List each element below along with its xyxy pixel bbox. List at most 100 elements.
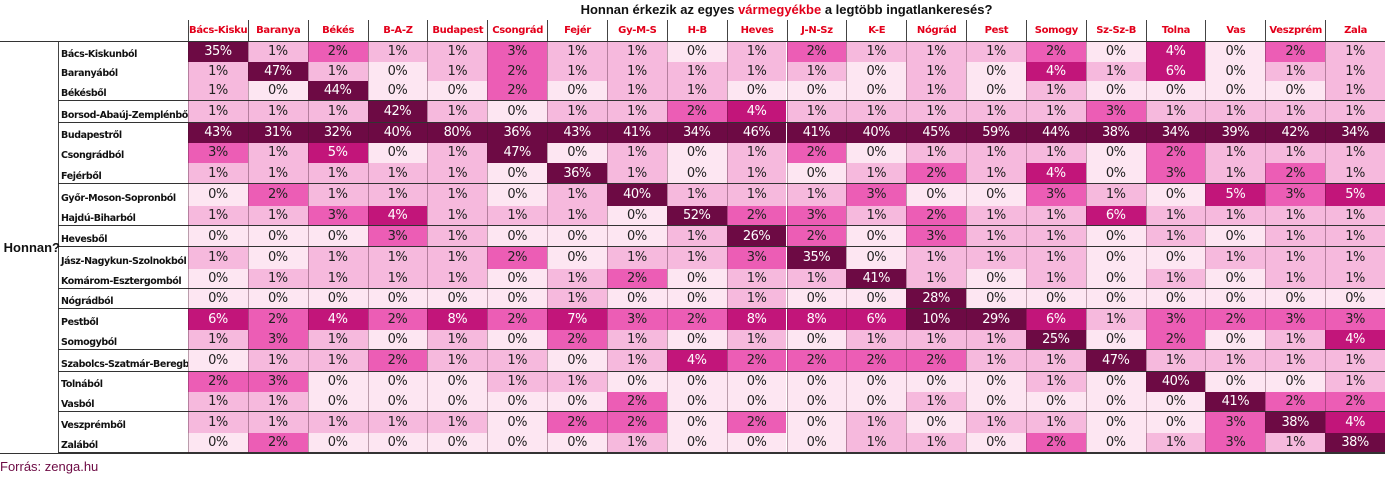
heatmap-cell: 3%	[247, 372, 308, 392]
heatmap-cell: 0%	[1145, 184, 1206, 206]
heatmap-cell: 1%	[188, 247, 248, 269]
heatmap-cell: 0%	[606, 289, 667, 309]
heatmap-cell: 1%	[606, 330, 667, 350]
heatmap-cell: 1%	[188, 62, 248, 81]
row-label: Győr-Moson-Sopronból	[58, 184, 188, 206]
heatmap-cell: 0%	[247, 247, 308, 269]
heatmap-cell: 2%	[487, 81, 548, 101]
heatmap-cell: 1%	[846, 330, 907, 350]
column-header: Pest	[966, 20, 1026, 42]
column-divider	[727, 42, 728, 453]
column-divider	[308, 42, 309, 453]
heatmap-cell: 2%	[846, 350, 907, 372]
heatmap-cell: 32%	[307, 123, 368, 143]
heatmap-cell: 3%	[1265, 309, 1326, 330]
heatmap-cell: 35%	[786, 247, 847, 269]
heatmap-cell: 1%	[427, 42, 488, 62]
heatmap-cell: 1%	[427, 350, 488, 372]
heatmap-cell: 2%	[367, 350, 428, 372]
heatmap-cell: 2%	[1145, 330, 1206, 350]
heatmap-cell: 31%	[247, 123, 308, 143]
heatmap-cell: 1%	[247, 42, 308, 62]
heatmap-cell: 3%	[846, 184, 907, 206]
heatmap-cell: 1%	[427, 163, 488, 184]
heatmap-cell: 2%	[786, 143, 847, 163]
column-header: H-B	[666, 20, 727, 42]
heatmap-cell: 0%	[1085, 81, 1146, 101]
heatmap-cell: 8%	[786, 309, 847, 330]
heatmap-cell: 1%	[606, 350, 667, 372]
column-divider	[1086, 42, 1087, 453]
heatmap-cell: 0%	[726, 392, 787, 412]
heatmap-cell: 1%	[726, 62, 787, 81]
heatmap-cell: 36%	[547, 163, 607, 184]
heatmap-cell: 1%	[247, 412, 308, 433]
heatmap-cell: 1%	[966, 226, 1026, 247]
heatmap-cell: 1%	[606, 247, 667, 269]
heatmap-cell: 0%	[487, 163, 548, 184]
heatmap-cell: 0%	[666, 433, 727, 453]
heatmap-cell: 1%	[726, 289, 787, 309]
heatmap-cell: 2%	[1145, 143, 1206, 163]
heatmap-cell: 0%	[966, 433, 1026, 453]
heatmap-cell: 1%	[307, 350, 368, 372]
row-label: Nógrádból	[58, 289, 188, 309]
heatmap-cell: 1%	[188, 101, 248, 123]
heatmap-cell: 1%	[1325, 247, 1385, 269]
heatmap-cell: 1%	[906, 62, 967, 81]
heatmap-cell: 1%	[666, 247, 727, 269]
heatmap-cell: 1%	[188, 330, 248, 350]
heatmap-cell: 0%	[606, 206, 667, 226]
heatmap-cell: 1%	[188, 392, 248, 412]
heatmap-cell: 0%	[367, 372, 428, 392]
heatmap-cell: 0%	[966, 289, 1026, 309]
heatmap-cell: 1%	[666, 184, 727, 206]
heatmap-cell: 1%	[367, 269, 428, 289]
heatmap-cell: 1%	[666, 226, 727, 247]
column-header: Baranya	[247, 20, 308, 42]
heatmap-cell: 4%	[1325, 412, 1385, 433]
row-label: Borsod-Abaúj-Zemplénből	[58, 101, 188, 123]
heatmap-cell: 0%	[606, 372, 667, 392]
heatmap-cell: 1%	[606, 62, 667, 81]
heatmap-cell: 2%	[726, 412, 787, 433]
heatmap-cell: 0%	[726, 372, 787, 392]
column-header: Heves	[726, 20, 787, 42]
heatmap-cell: 3%	[1025, 184, 1086, 206]
heatmap-cell: 44%	[307, 81, 368, 101]
heatmap-cell: 3%	[606, 309, 667, 330]
heatmap-cell: 1%	[1205, 206, 1266, 226]
heatmap-cell: 41%	[786, 123, 847, 143]
heatmap-cell: 1%	[606, 42, 667, 62]
heatmap-cell: 2%	[606, 412, 667, 433]
heatmap-cell: 1%	[846, 101, 907, 123]
heatmap-cell: 0%	[188, 350, 248, 372]
heatmap-cell: 1%	[786, 269, 847, 289]
heatmap-cell: 0%	[1145, 289, 1206, 309]
heatmap-cell: 1%	[726, 163, 787, 184]
heatmap-cell: 0%	[966, 184, 1026, 206]
heatmap-cell: 3%	[307, 206, 368, 226]
heatmap-cell: 26%	[726, 226, 787, 247]
heatmap-cell: 39%	[1205, 123, 1266, 143]
heatmap-cell: 0%	[367, 433, 428, 453]
heatmap-cell: 1%	[247, 206, 308, 226]
heatmap-cell: 36%	[487, 123, 548, 143]
heatmap-cell: 2%	[1025, 433, 1086, 453]
heatmap-cell: 1%	[606, 163, 667, 184]
heatmap-cell: 1%	[786, 184, 847, 206]
heatmap-cell: 1%	[487, 206, 548, 226]
heatmap-cell: 1%	[307, 184, 368, 206]
heatmap-cell: 0%	[1085, 412, 1146, 433]
heatmap-cell: 2%	[786, 42, 847, 62]
heatmap-cell: 1%	[547, 42, 607, 62]
heatmap-cell: 1%	[786, 101, 847, 123]
heatmap-cell: 0%	[188, 184, 248, 206]
heatmap-cell: 0%	[1085, 42, 1146, 62]
heatmap-cell: 47%	[1085, 350, 1146, 372]
heatmap-cell: 1%	[367, 42, 428, 62]
heatmap-cell: 0%	[666, 42, 727, 62]
heatmap-cell: 6%	[1085, 206, 1146, 226]
heatmap-cell: 1%	[307, 62, 368, 81]
heatmap-cell: 2%	[487, 309, 548, 330]
